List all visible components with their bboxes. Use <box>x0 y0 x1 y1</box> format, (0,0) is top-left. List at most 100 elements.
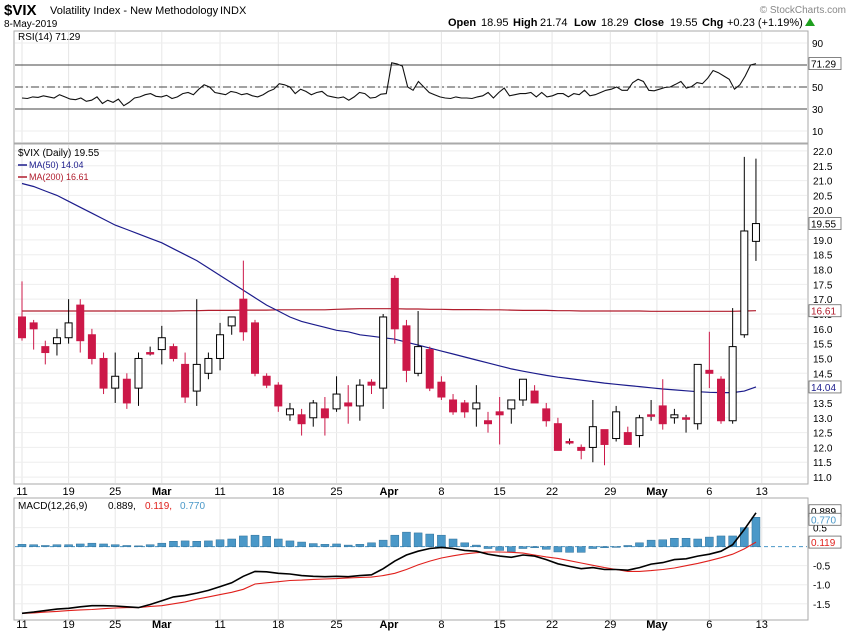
macd-histogram-bar <box>740 527 749 547</box>
candle <box>717 376 725 424</box>
rsi-tick-label: 10 <box>812 127 824 138</box>
price-panel-frame <box>13 143 809 485</box>
ma200-last-tag: 16.61 <box>811 307 836 318</box>
candle-body <box>87 334 96 359</box>
candle <box>507 399 516 424</box>
date-tick-label: 25 <box>330 486 342 498</box>
date-tick-label: 18 <box>272 486 284 498</box>
candle-body <box>484 420 492 425</box>
candle <box>169 343 178 362</box>
candle-body <box>181 363 190 398</box>
candle <box>192 299 201 406</box>
macd-histogram-bar <box>169 541 178 547</box>
candle-body <box>344 402 353 407</box>
date-tick-label: 25 <box>109 486 121 498</box>
date-tick-label: 8 <box>438 619 444 631</box>
macd-histogram-bar <box>635 542 644 547</box>
macd-histogram-bar <box>553 546 563 553</box>
candle-body <box>134 357 143 389</box>
high-value: 21.74 <box>540 17 568 29</box>
macd-tick-label: -0.5 <box>813 562 831 573</box>
date-tick-label: Mar <box>152 486 172 498</box>
candle-body <box>99 357 108 389</box>
macd-histogram-bar <box>390 534 400 547</box>
close-value: 19.55 <box>670 17 698 29</box>
date-tick-label: 25 <box>330 619 342 631</box>
macd-histogram-bar <box>518 546 528 549</box>
candle-body <box>425 349 434 389</box>
candle <box>390 275 399 344</box>
macd-histogram-bar <box>122 545 132 547</box>
rsi-panel <box>15 62 807 110</box>
macd-histogram-bar <box>180 540 190 547</box>
candle <box>425 346 434 392</box>
candle <box>728 308 737 424</box>
date-tick-label: 19 <box>62 486 74 498</box>
candle-body <box>623 432 632 445</box>
macd-histogram-bar <box>448 538 458 547</box>
price-close-tag: 19.55 <box>811 220 836 231</box>
candle <box>355 379 364 421</box>
macd-histogram-bar <box>285 540 295 547</box>
price-close-tag-box <box>808 217 842 230</box>
macd-histogram-bar <box>332 543 341 547</box>
candle-body <box>111 375 120 389</box>
candle-body <box>414 346 423 374</box>
low-value: 18.29 <box>601 17 629 29</box>
chart-header: $VIX Volatility Index - New Methodology … <box>4 2 846 30</box>
macd-histogram-bar <box>157 542 167 547</box>
macd-histogram-bar <box>192 541 201 547</box>
macd-tick-label: -1.5 <box>813 600 831 611</box>
candle-body <box>355 384 364 407</box>
candle-body <box>670 414 679 419</box>
ma200-line <box>22 308 757 312</box>
macd-tick-label: -1.0 <box>813 581 831 592</box>
date-axis-price: 11 19 25 Mar 11 18 25 Apr 8 15 22 29 May 6 13 <box>16 486 768 498</box>
candle-body <box>320 408 329 419</box>
candle <box>588 399 597 463</box>
candle <box>623 426 632 445</box>
date-tick-label: 18 <box>272 619 284 631</box>
candle-body <box>437 381 446 398</box>
price-tick-label: 19.0 <box>813 236 833 247</box>
candle-body <box>612 411 621 440</box>
candle-body <box>600 429 609 445</box>
price-axis: 22.021.521.020.520.019.519.018.518.017.5… <box>808 147 842 484</box>
macd-legend: MACD(12,26,9) 0.889, 0.119, 0.770 <box>18 501 205 512</box>
candle <box>309 399 318 427</box>
watermark: © StockCharts.com <box>760 5 846 16</box>
date-tick-label: 29 <box>604 486 616 498</box>
macd-hist-last-tag-box <box>808 512 842 526</box>
candle <box>285 402 294 421</box>
candle <box>402 319 411 383</box>
price-legend-title: $VIX (Daily) 19.55 <box>18 148 100 159</box>
candle <box>658 379 667 430</box>
candle <box>64 299 73 344</box>
macd-histogram-bar <box>239 535 248 547</box>
macd-histogram-bar <box>472 544 481 547</box>
candle <box>216 322 225 371</box>
price-tick-label: 13.0 <box>813 414 833 425</box>
macd-legend-signal: 0.119, <box>145 501 172 512</box>
candle-body <box>460 402 469 413</box>
candle <box>647 399 656 421</box>
candle <box>670 408 679 424</box>
price-tick-label: 21.0 <box>813 177 833 188</box>
candle <box>320 397 329 436</box>
date-tick-label: 19 <box>62 619 74 631</box>
macd-histogram-bar <box>134 545 143 547</box>
candle-body <box>146 352 155 355</box>
candle-body <box>41 346 50 354</box>
candle-body <box>169 346 178 359</box>
date-tick-label: 25 <box>109 619 121 631</box>
candle <box>76 299 85 353</box>
candle <box>134 352 143 406</box>
candle <box>157 325 166 365</box>
candle <box>367 379 376 395</box>
ma50-line <box>21 182 757 394</box>
candle-body <box>588 426 597 448</box>
high-label: High <box>513 17 538 29</box>
candle <box>518 378 527 406</box>
